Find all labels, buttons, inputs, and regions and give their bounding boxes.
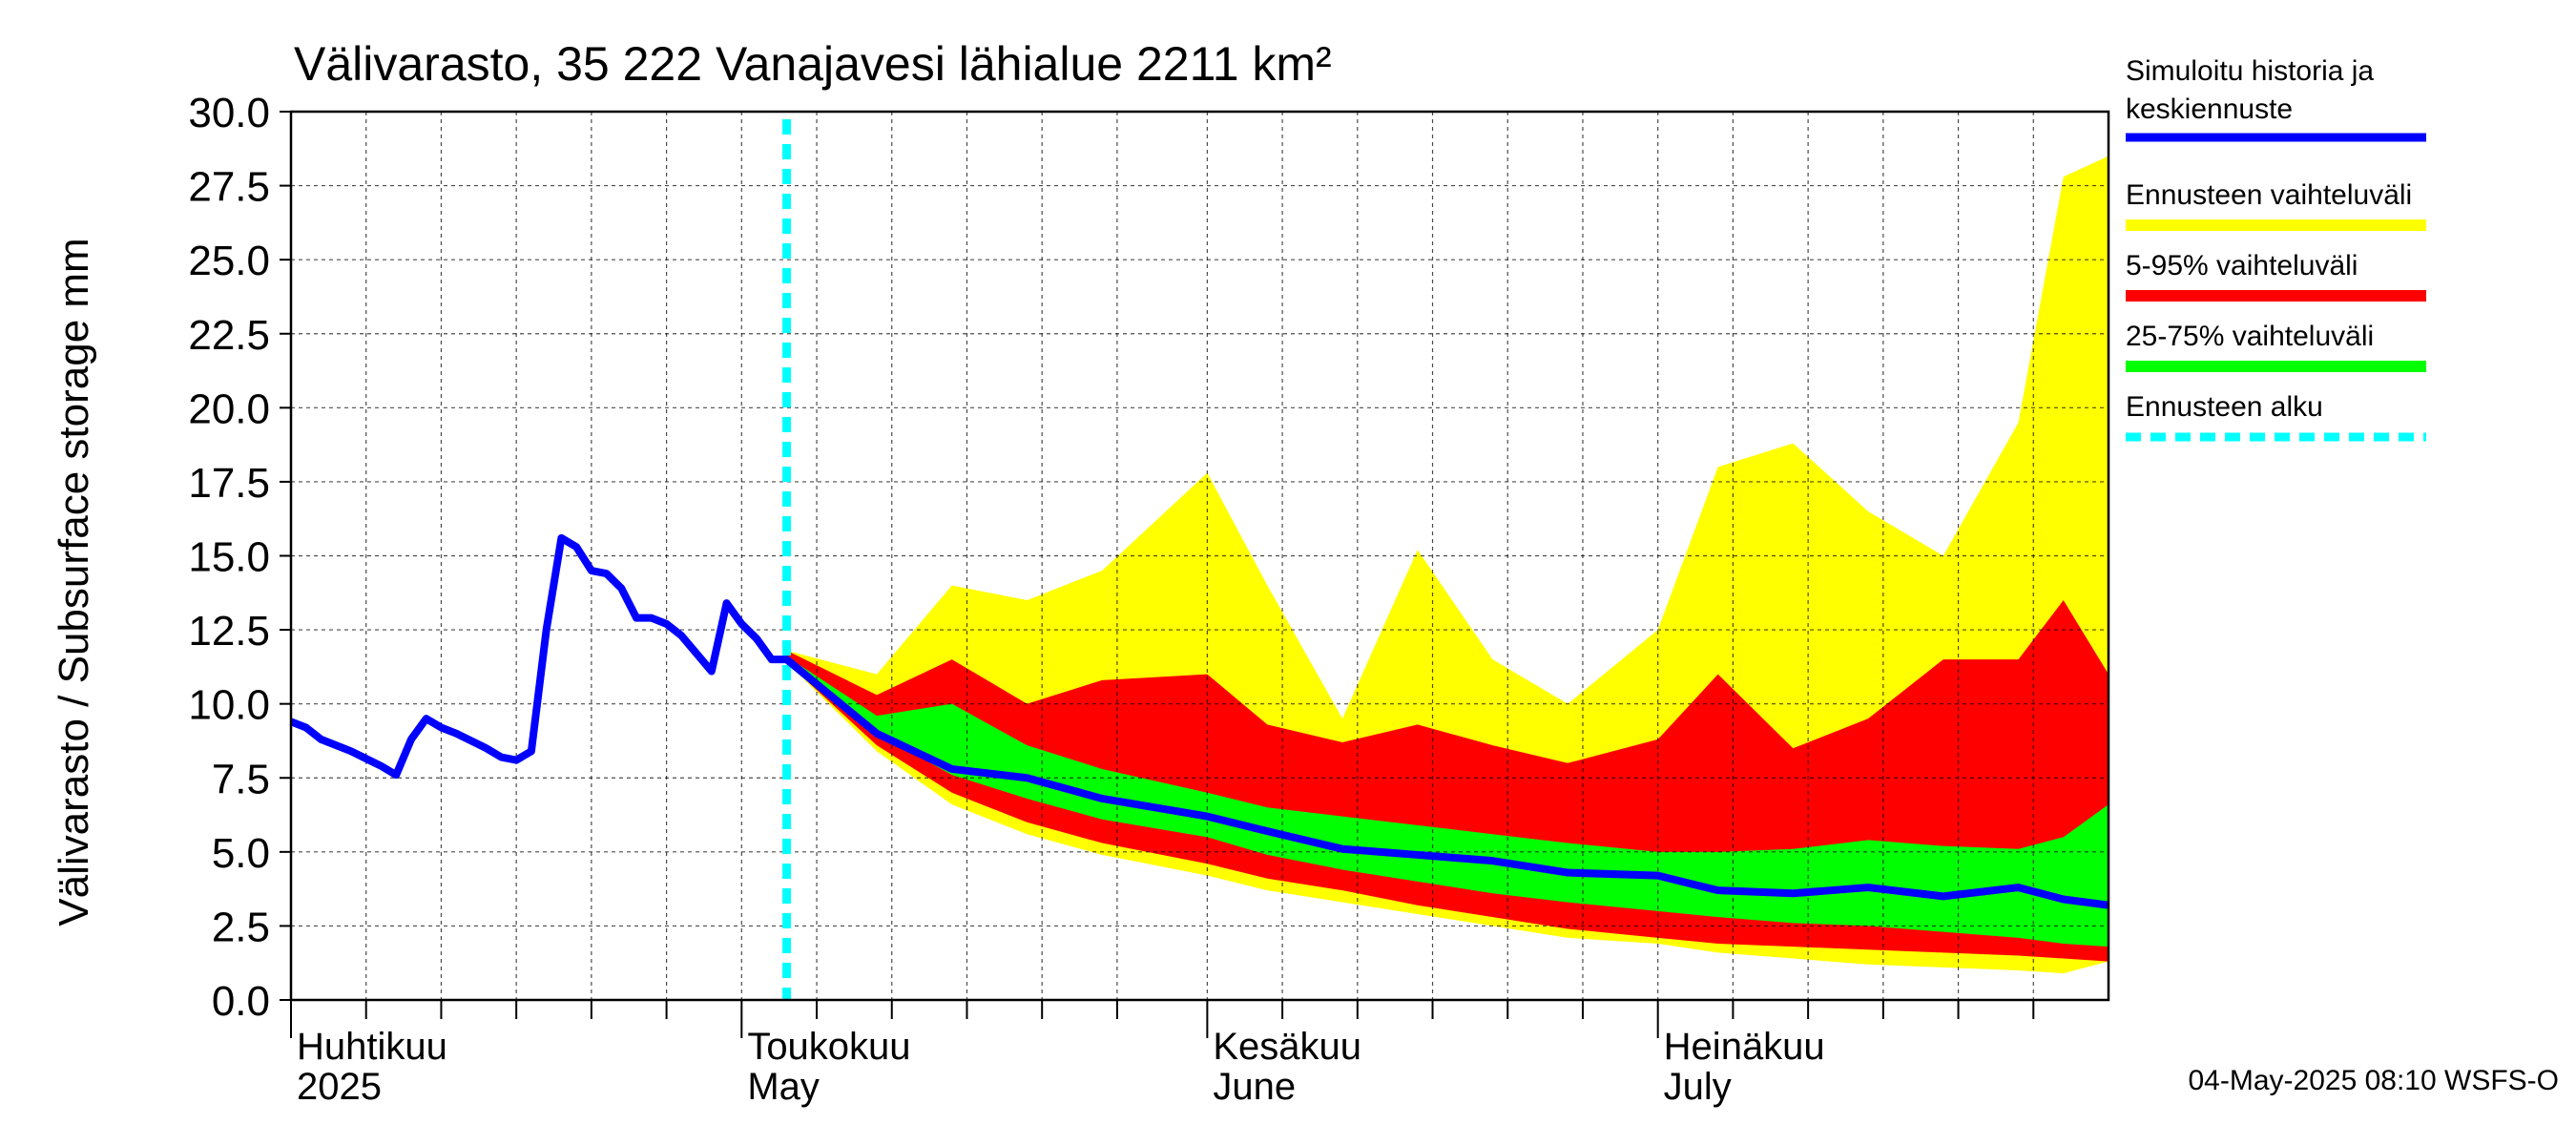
month-sublabel: July [1664, 1066, 1732, 1108]
y-tick-label: 10.0 [188, 682, 270, 729]
month-label: Heinäkuu [1664, 1026, 1825, 1068]
series-line-history [289, 533, 2109, 909]
month-sublabel: May [747, 1066, 820, 1108]
y-tick-label: 7.5 [212, 756, 270, 802]
legend-label: Simuloitu historia ja [2126, 55, 2374, 87]
y-tick-label: 17.5 [188, 460, 270, 507]
y-tick-label: 27.5 [188, 164, 270, 211]
legend-label: 5-95% vaihteluväli [2126, 250, 2358, 281]
month-label: Toukokuu [747, 1026, 910, 1068]
band-3 [786, 656, 2109, 947]
y-tick-label: 2.5 [212, 904, 270, 950]
y-tick-label: 22.5 [188, 312, 270, 359]
footer-timestamp: 04-May-2025 08:10 WSFS-O [2189, 1065, 2560, 1096]
y-tick-label: 5.0 [212, 830, 270, 877]
legend-label: Ennusteen alku [2126, 391, 2323, 423]
month-label: Kesäkuu [1213, 1026, 1361, 1068]
month-sublabel: June [1213, 1066, 1296, 1108]
month-sublabel: 2025 [297, 1066, 382, 1108]
chart-title: Välivarasto, 35 222 Vanajavesi lähialue … [294, 37, 1332, 91]
legend-label: Ennusteen vaihteluväli [2126, 179, 2412, 211]
y-tick-label: 0.0 [212, 978, 270, 1025]
month-label: Huhtikuu [297, 1026, 447, 1068]
y-tick-label: 12.5 [188, 608, 270, 655]
legend-label: 25-75% vaihteluväli [2126, 321, 2374, 352]
legend: Simuloitu historia ja keskiennuste Ennuste… [2126, 55, 2426, 442]
y-axis-label: Välivarasto / Subsurface storage mm [51, 238, 97, 926]
y-tick-label: 30.0 [188, 90, 270, 136]
y-tick-label: 25.0 [188, 238, 270, 284]
plot-area: 0.0 2.5 5.0 7.5 10.0 12.5 15.0 17.5 20.0 22.5 25.0… [188, 90, 2110, 1108]
y-tick-label: 15.0 [188, 534, 270, 581]
legend-label-line2: keskiennuste [2126, 94, 2293, 125]
plot-frame [289, 110, 2110, 1002]
y-tick-label: 20.0 [188, 385, 270, 432]
